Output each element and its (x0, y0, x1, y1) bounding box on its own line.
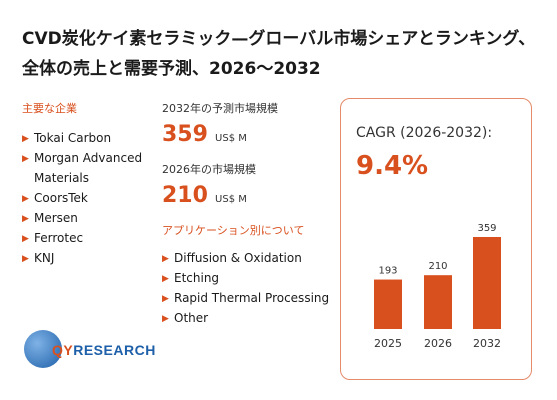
companies-section: 主要な企業 ▶ Tokai Carbon ▶ Morgan Advanced Mat… (22, 100, 152, 268)
bar-chart: 193 2025 210 2026 359 2032 (374, 223, 501, 350)
cagr-card: CAGR (2026-2032): 9.4% 193 2025 210 2026 359… (340, 98, 532, 380)
bullet-arrow-icon: ▶ (22, 234, 29, 244)
x-tick-2025: 2025 (374, 337, 402, 350)
bullet-arrow-icon: ▶ (22, 254, 29, 264)
cagr-label: CAGR (2026-2032): (356, 125, 493, 141)
x-tick-2026: 2026 (424, 337, 452, 350)
application-label: Other (174, 311, 209, 325)
cagr-value: 9.4% (356, 151, 429, 181)
data-label-2032: 359 (477, 223, 496, 234)
company-label: Tokai Carbon (34, 131, 112, 145)
company-label: CoorsTek (34, 191, 88, 205)
logo-q: QY (52, 342, 74, 358)
current-value: 210 US$ M (162, 183, 337, 208)
logo-rest: RESEARCH (73, 342, 156, 358)
bullet-arrow-icon: ▶ (22, 134, 29, 144)
qyresearch-logo: QYRESEARCH (24, 330, 164, 370)
company-item: ▶ Mersen (22, 208, 152, 228)
metrics-section: 2032年の予測市場規模 359 US$ M 2026年の市場規模 210 US… (162, 100, 337, 328)
data-label-2026: 210 (428, 261, 447, 272)
company-item: ▶ Morgan Advanced Materials (22, 148, 152, 188)
application-label: Diffusion & Oxidation (174, 251, 302, 265)
companies-heading: 主要な企業 (22, 102, 77, 115)
bullet-arrow-icon: ▶ (162, 314, 169, 324)
applications-heading: アプリケーション別について (162, 224, 305, 237)
companies-list: ▶ Tokai Carbon ▶ Morgan Advanced Materials… (22, 128, 152, 268)
logo-text: QYRESEARCH (52, 342, 156, 358)
current-unit: US$ M (215, 194, 247, 205)
forecast-label: 2032年の予測市場規模 (162, 102, 278, 115)
company-item: ▶ Ferrotec (22, 228, 152, 248)
x-tick-2032: 2032 (473, 337, 501, 350)
bullet-arrow-icon: ▶ (162, 274, 169, 284)
bullet-arrow-icon: ▶ (22, 154, 29, 164)
current-label: 2026年の市場規模 (162, 163, 256, 176)
company-item: ▶ KNJ (22, 248, 152, 268)
data-label-2025: 193 (378, 266, 397, 277)
bullet-arrow-icon: ▶ (162, 294, 169, 304)
application-item: ▶ Diffusion & Oxidation (162, 248, 337, 268)
forecast-unit: US$ M (215, 133, 247, 144)
bullet-arrow-icon: ▶ (162, 254, 169, 264)
company-label: Mersen (34, 211, 78, 225)
company-label: KNJ (34, 251, 55, 265)
forecast-number: 359 (162, 122, 208, 147)
application-item: ▶ Etching (162, 268, 337, 288)
bullet-arrow-icon: ▶ (22, 194, 29, 204)
applications-list: ▶ Diffusion & Oxidation ▶ Etching ▶ Rapid T… (162, 248, 337, 328)
company-item: ▶ CoorsTek (22, 188, 152, 208)
current-number: 210 (162, 183, 208, 208)
bar-2032 (473, 237, 501, 329)
application-label: Rapid Thermal Processing (174, 291, 330, 305)
application-label: Etching (174, 271, 220, 285)
company-label: Ferrotec (34, 231, 84, 245)
application-item: ▶ Other (162, 308, 337, 328)
page-title: CVD炭化ケイ素セラミック—グローバル市場シェアとランキング、全体の売上と需要予… (22, 29, 536, 79)
company-label: Morgan Advanced Materials (34, 151, 143, 185)
bar-2026 (424, 275, 452, 329)
bar-2025 (374, 279, 402, 329)
company-item: ▶ Tokai Carbon (22, 128, 152, 148)
application-item: ▶ Rapid Thermal Processing (162, 288, 337, 308)
bullet-arrow-icon: ▶ (22, 214, 29, 224)
forecast-value: 359 US$ M (162, 122, 337, 147)
globe-icon (24, 330, 62, 368)
